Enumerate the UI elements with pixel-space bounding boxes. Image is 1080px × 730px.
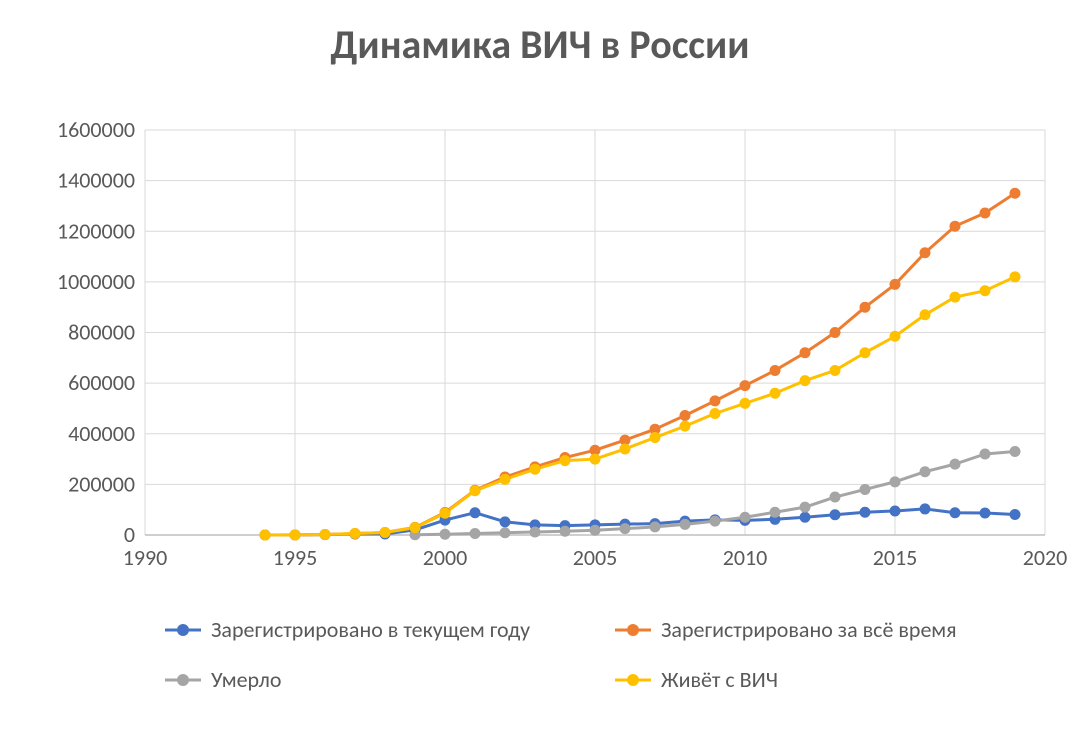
series-marker-living_with_hiv — [500, 474, 510, 484]
series-marker-died — [770, 507, 780, 517]
y-tick-label: 1000000 — [57, 268, 135, 295]
series-marker-living_with_hiv — [740, 398, 750, 408]
series-marker-died — [470, 528, 480, 538]
x-tick-label: 1995 — [273, 544, 318, 571]
series-marker-living_with_hiv — [650, 433, 660, 443]
series-marker-living_with_hiv — [620, 444, 630, 454]
series-marker-died — [800, 502, 810, 512]
y-tick-label: 600000 — [68, 369, 135, 396]
y-tick-label: 1600000 — [57, 116, 135, 143]
series-marker-registered_all_time — [1010, 188, 1020, 198]
series-marker-registered_current_year — [980, 508, 990, 518]
series-marker-died — [530, 527, 540, 537]
series-marker-registered_all_time — [740, 381, 750, 391]
x-tick-label: 2000 — [423, 544, 468, 571]
series-marker-living_with_hiv — [440, 508, 450, 518]
series-marker-living_with_hiv — [350, 529, 360, 539]
series-marker-living_with_hiv — [710, 409, 720, 419]
series-marker-registered_current_year — [950, 508, 960, 518]
legend-marker-registered_current_year — [177, 624, 189, 636]
series-marker-registered_all_time — [680, 411, 690, 421]
series-marker-died — [740, 512, 750, 522]
series-marker-registered_current_year — [830, 510, 840, 520]
series-marker-died — [980, 449, 990, 459]
series-marker-living_with_hiv — [290, 530, 300, 540]
series-line-registered_current_year — [265, 509, 1015, 535]
series-marker-living_with_hiv — [950, 292, 960, 302]
series-marker-living_with_hiv — [860, 348, 870, 358]
series-line-living_with_hiv — [265, 277, 1015, 535]
y-tick-label: 400000 — [68, 420, 135, 447]
series-marker-died — [920, 467, 930, 477]
series-marker-living_with_hiv — [410, 523, 420, 533]
series-marker-died — [680, 519, 690, 529]
series-marker-living_with_hiv — [920, 310, 930, 320]
series-marker-died — [860, 484, 870, 494]
x-tick-label: 2020 — [1023, 544, 1068, 571]
x-tick-label: 1990 — [123, 544, 168, 571]
x-tick-label: 2005 — [573, 544, 618, 571]
series-marker-living_with_hiv — [1010, 272, 1020, 282]
series-marker-died — [650, 522, 660, 532]
series-marker-registered_current_year — [470, 508, 480, 518]
x-tick-label: 2010 — [723, 544, 768, 571]
series-marker-registered_all_time — [710, 396, 720, 406]
series-marker-registered_current_year — [890, 506, 900, 516]
series-marker-living_with_hiv — [680, 421, 690, 431]
series-marker-living_with_hiv — [590, 454, 600, 464]
series-marker-living_with_hiv — [560, 456, 570, 466]
legend-label-living_with_hiv: Живёт с ВИЧ — [661, 666, 778, 693]
series-marker-registered_current_year — [860, 507, 870, 517]
series-marker-living_with_hiv — [890, 331, 900, 341]
y-tick-label: 1200000 — [57, 217, 135, 244]
series-marker-registered_all_time — [770, 365, 780, 375]
series-marker-died — [560, 526, 570, 536]
series-marker-living_with_hiv — [800, 376, 810, 386]
series-marker-died — [440, 529, 450, 539]
chart-svg: 0200000400000600000800000100000012000001… — [0, 0, 1080, 730]
y-tick-label: 200000 — [68, 470, 135, 497]
series-marker-died — [590, 525, 600, 535]
series-marker-registered_current_year — [800, 512, 810, 522]
series-marker-died — [500, 528, 510, 538]
legend-label-registered_all_time: Зарегистрировано за всё время — [661, 616, 957, 643]
series-marker-died — [1010, 446, 1020, 456]
y-tick-label: 800000 — [68, 319, 135, 346]
series-marker-registered_all_time — [800, 348, 810, 358]
series-line-registered_all_time — [265, 193, 1015, 535]
series-marker-died — [710, 516, 720, 526]
series-marker-registered_all_time — [860, 302, 870, 312]
legend-label-died: Умерло — [211, 666, 282, 693]
chart-container: Динамика ВИЧ в России 020000040000060000… — [0, 0, 1080, 730]
series-marker-living_with_hiv — [830, 365, 840, 375]
series-marker-died — [950, 459, 960, 469]
series-marker-registered_all_time — [830, 328, 840, 338]
series-marker-died — [620, 524, 630, 534]
legend-marker-living_with_hiv — [627, 674, 639, 686]
series-marker-living_with_hiv — [320, 530, 330, 540]
series-marker-registered_all_time — [980, 208, 990, 218]
series-marker-living_with_hiv — [380, 528, 390, 538]
series-marker-living_with_hiv — [530, 464, 540, 474]
series-marker-registered_current_year — [920, 504, 930, 514]
series-marker-registered_current_year — [1010, 509, 1020, 519]
legend-marker-died — [177, 674, 189, 686]
series-marker-living_with_hiv — [770, 388, 780, 398]
y-tick-label: 1400000 — [57, 167, 135, 194]
series-marker-living_with_hiv — [470, 486, 480, 496]
series-marker-living_with_hiv — [260, 530, 270, 540]
series-marker-registered_all_time — [920, 248, 930, 258]
series-marker-registered_all_time — [890, 279, 900, 289]
legend-marker-registered_all_time — [627, 624, 639, 636]
series-marker-living_with_hiv — [980, 286, 990, 296]
series-marker-died — [890, 477, 900, 487]
series-marker-registered_all_time — [950, 221, 960, 231]
series-marker-died — [830, 492, 840, 502]
series-marker-registered_current_year — [500, 517, 510, 527]
legend-label-registered_current_year: Зарегистрировано в текущем году — [211, 616, 530, 643]
x-tick-label: 2015 — [873, 544, 918, 571]
